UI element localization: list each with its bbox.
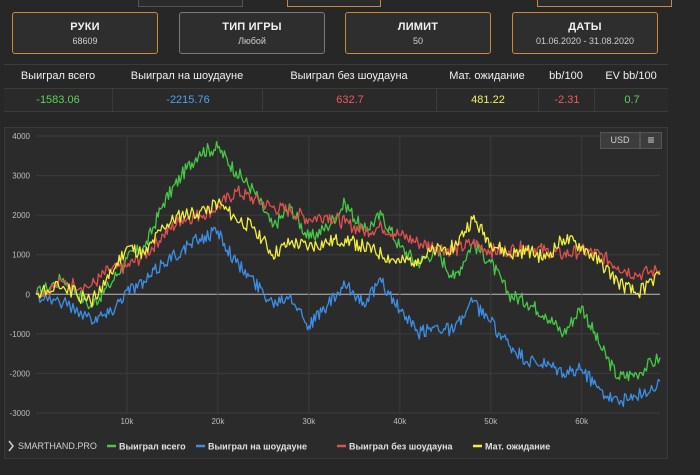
stats-header-non-showdown: Выиграл без шоудауна (290, 70, 408, 82)
top-strip (0, 0, 700, 8)
stats-value-ev: 481.22 (436, 89, 539, 111)
legend-item-label[interactable]: Выиграл всего (119, 442, 186, 452)
hands-card-title: РУКИ (70, 21, 100, 33)
limit-card[interactable]: ЛИМИТ 50 (345, 12, 491, 54)
stats-header-total: Выиграл всего (20, 70, 96, 82)
stats-header-row: Выиграл всего Выиграл на шоудауне Выигра… (4, 65, 668, 87)
brand-logo-icon (8, 440, 14, 452)
brand-name: SMARTHAND.PRO (18, 441, 97, 451)
stats-value-bb100: -2.31 (538, 89, 595, 111)
y-tick-label: -1000 (10, 330, 31, 339)
y-tick-label: -2000 (10, 369, 31, 378)
limit-card-value: 50 (412, 36, 423, 46)
x-tick-label: 30k (302, 417, 316, 426)
legend-item-label[interactable]: Выиграл на шоудауне (208, 442, 307, 452)
top-tab-active[interactable] (287, 0, 381, 7)
stats-header-bb100: bb/100 (549, 70, 583, 82)
legend-item-label[interactable]: Выиграл без шоудауна (349, 442, 454, 452)
stats-value-row: -1583.06 -2215.76 632.7 481.22 -2.31 0.7 (4, 88, 668, 112)
stats-header-ev: Мат. ожидание (449, 70, 525, 82)
stats-value-ev-bb100: 0.7 (594, 89, 669, 111)
hands-card-value: 68609 (72, 36, 98, 46)
stats-value-non-showdown: 632.7 (262, 89, 437, 111)
series-line-3 (35, 198, 661, 308)
stats-value-total: -1583.06 (36, 94, 80, 106)
x-tick-label: 10k (120, 417, 134, 426)
x-tick-label: 20k (211, 417, 225, 426)
x-tick-label: 60k (575, 417, 589, 426)
legend-item-label[interactable]: Мат. ожидание (485, 442, 550, 452)
stats-header-showdown: Выиграл на шоудауне (130, 70, 244, 82)
filter-cards: РУКИ 68609 ТИП ИГРЫ Любой ЛИМИТ 50 ДАТЫ … (0, 12, 700, 58)
series-line-1 (35, 226, 661, 408)
x-tick-label: 50k (484, 417, 498, 426)
y-tick-label: -3000 (10, 409, 31, 418)
y-tick-label: 3000 (12, 172, 30, 181)
y-tick-label: 0 (26, 290, 31, 299)
game-type-card-value: Любой (238, 36, 266, 46)
series-line-0 (35, 140, 661, 382)
y-axis: 4000 3000 2000 1000 0 -1000 -2000 -3000 (10, 132, 31, 418)
game-type-card-title: ТИП ИГРЫ (222, 21, 282, 33)
stats-header-ev-bb100: EV bb/100 (605, 70, 657, 82)
chart-series (35, 140, 661, 408)
game-type-card[interactable]: ТИП ИГРЫ Любой (179, 12, 325, 54)
stats-table: Выиграл всего Выиграл на шоудауне Выигра… (4, 64, 668, 112)
top-tab[interactable] (138, 0, 243, 7)
hands-card[interactable]: РУКИ 68609 (12, 12, 158, 54)
dates-card[interactable]: ДАТЫ 01.06.2020 - 31.08.2020 (512, 12, 658, 54)
dates-card-value: 01.06.2020 - 31.08.2020 (535, 36, 635, 46)
x-axis: 10k 20k 30k 40k 50k 60k (120, 417, 589, 426)
x-tick-label: 40k (393, 417, 407, 426)
chart-grid (36, 135, 660, 414)
limit-card-title: ЛИМИТ (397, 21, 439, 33)
stats-value-showdown: -2215.76 (112, 89, 263, 111)
top-tab[interactable] (537, 0, 672, 7)
y-tick-label: 4000 (12, 132, 30, 141)
chart-legend: SMARTHAND.PRO Выиграл всего Выиграл на шоу… (8, 440, 550, 452)
chart-panel (4, 127, 668, 459)
dates-card-title: ДАТЫ (568, 21, 602, 33)
y-tick-label: 2000 (12, 211, 30, 220)
y-tick-label: 1000 (12, 251, 30, 260)
